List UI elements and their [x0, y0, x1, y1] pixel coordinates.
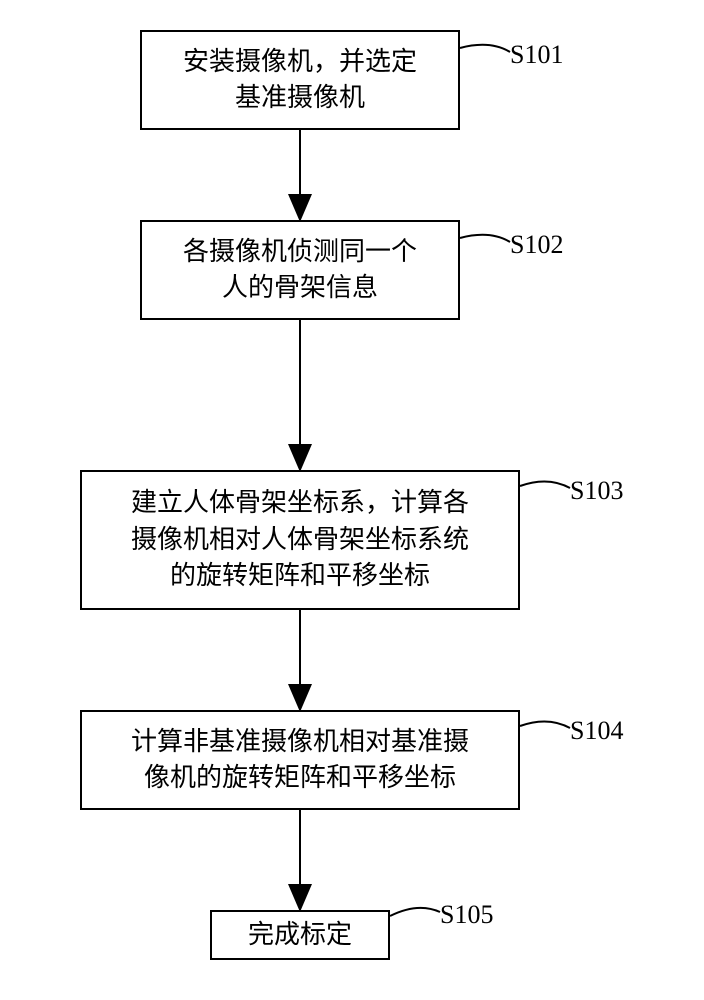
step-label-3: S103	[570, 476, 623, 506]
flow-step-text: 完成标定	[248, 917, 352, 953]
flow-step-3: 建立人体骨架坐标系，计算各摄像机相对人体骨架坐标系统的旋转矩阵和平移坐标	[80, 470, 520, 610]
flow-step-text: 计算非基准摄像机相对基准摄像机的旋转矩阵和平移坐标	[131, 724, 469, 797]
flow-step-text: 各摄像机侦测同一个人的骨架信息	[183, 234, 417, 307]
step-label-5: S105	[440, 900, 493, 930]
flow-step-1: 安装摄像机，并选定基准摄像机	[140, 30, 460, 130]
leader-line-1	[460, 45, 510, 52]
leader-line-3	[520, 481, 570, 488]
flow-step-5: 完成标定	[210, 910, 390, 960]
step-label-1: S101	[510, 40, 563, 70]
leader-line-2	[460, 235, 510, 242]
flow-step-4: 计算非基准摄像机相对基准摄像机的旋转矩阵和平移坐标	[80, 710, 520, 810]
flow-step-text: 安装摄像机，并选定基准摄像机	[183, 44, 417, 117]
flow-step-2: 各摄像机侦测同一个人的骨架信息	[140, 220, 460, 320]
step-label-4: S104	[570, 716, 623, 746]
flow-step-text: 建立人体骨架坐标系，计算各摄像机相对人体骨架坐标系统的旋转矩阵和平移坐标	[131, 485, 469, 594]
leader-line-5	[390, 908, 440, 916]
step-label-2: S102	[510, 230, 563, 260]
leader-line-4	[520, 721, 570, 728]
